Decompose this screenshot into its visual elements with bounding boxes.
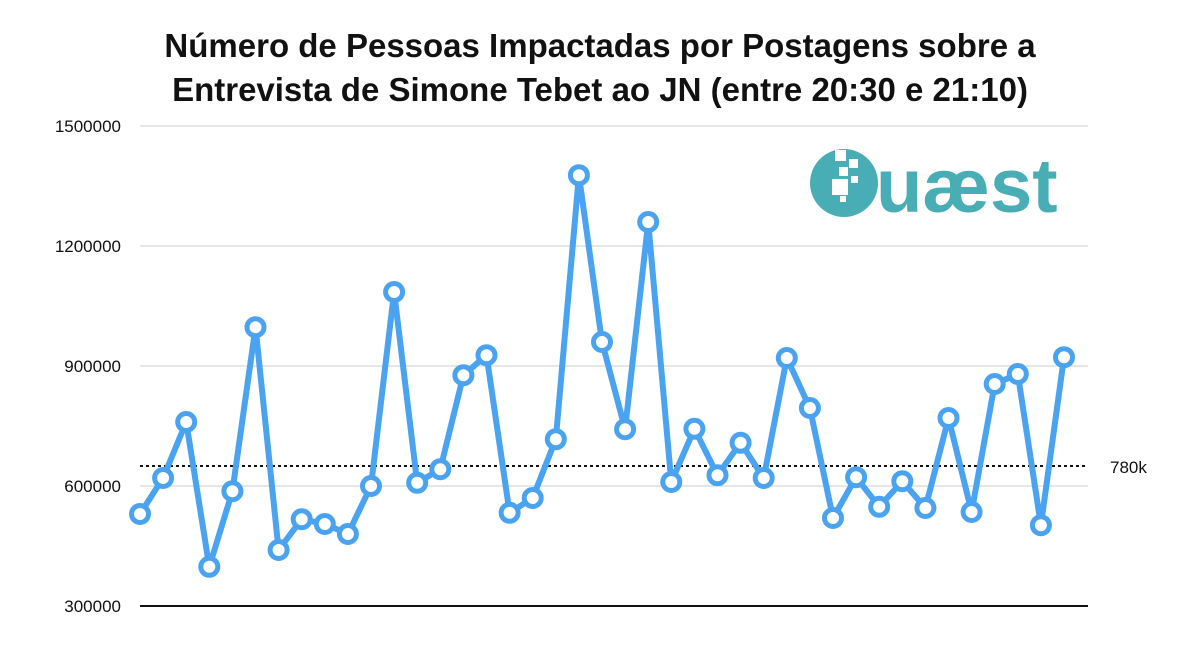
data-point [914,497,937,519]
data-point [406,471,429,494]
data-point [244,316,267,339]
data-point [175,411,198,433]
data-point [475,344,498,367]
y-tick-label: 1500000 [55,117,121,136]
data-point [452,364,475,387]
y-tick-label: 600000 [64,477,121,496]
data-point [336,523,359,545]
points-layer [129,164,1075,578]
data-point [729,431,752,454]
data-point [637,211,660,233]
data-point [1053,346,1075,369]
data-point [683,417,706,440]
data-point [822,507,844,529]
data-point [960,501,983,523]
data-point [891,470,914,493]
grid-layer: 300000 600000 900000 1200000 1500000 [55,117,1088,616]
data-point [383,281,406,303]
data-point [591,331,613,353]
quaest-logo: uæst [810,146,1058,220]
data-point [129,503,151,525]
data-point [1006,363,1029,385]
data-point [775,347,798,369]
data-point [360,475,382,497]
data-point [290,508,313,531]
y-tick-label: 900000 [64,357,121,376]
y-tick-label: 300000 [64,597,121,616]
data-point [868,495,891,518]
data-point [706,464,729,487]
chart-title: Número de Pessoas Impactadas por Postage… [0,24,1200,112]
data-point [937,407,960,429]
y-tick-label: 1200000 [55,237,121,256]
logo-mark-icon [810,149,878,217]
data-point [521,487,544,509]
data-point [544,428,567,451]
data-point [267,539,290,561]
chart-title-line-1: Número de Pessoas Impactadas por Postage… [164,27,1036,64]
data-point [983,373,1006,395]
data-point [660,471,683,493]
data-point [221,480,244,503]
data-point [498,501,521,524]
data-point [567,164,590,187]
data-point [798,397,821,419]
chart-title-line-2: Entrevista de Simone Tebet ao JN (entre … [172,71,1028,108]
logo-text: uæst [876,146,1058,220]
data-point [198,555,221,578]
data-point [152,467,175,489]
data-point [845,466,868,489]
data-point [1029,514,1052,537]
data-point [752,467,775,489]
data-point [313,513,336,535]
reference-layer: 780k [140,458,1147,477]
data-point [614,418,637,441]
data-point [429,458,452,481]
reference-line-label: 780k [1110,458,1147,477]
